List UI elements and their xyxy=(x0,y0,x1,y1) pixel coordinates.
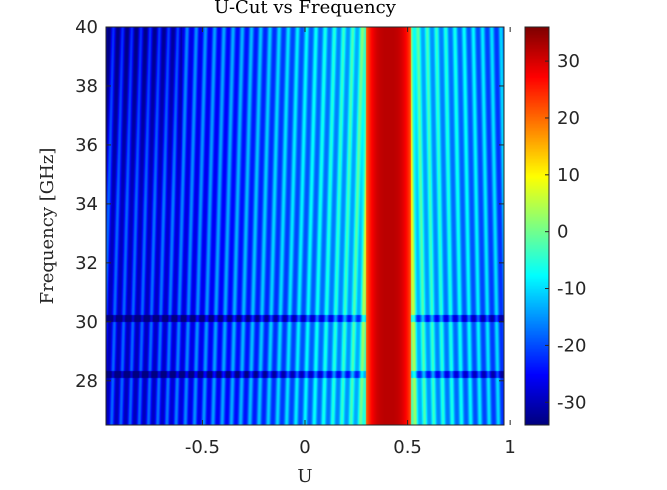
y-tick-label: 30 xyxy=(75,312,98,333)
x-tick-label: 0.5 xyxy=(393,437,422,458)
colorbar-tick-label: 20 xyxy=(557,108,580,129)
y-tick-label: 36 xyxy=(75,135,98,156)
x-tick-label: 0 xyxy=(299,437,310,458)
colorbar-tick-label: -20 xyxy=(557,335,586,356)
heatmap-image xyxy=(106,27,504,425)
y-tick-label: 28 xyxy=(75,371,98,392)
y-tick-label: 38 xyxy=(75,76,98,97)
colorbar-axis: -30 -20 -10 0 10 20 30 xyxy=(545,51,586,413)
y-axis: 28 30 32 34 36 38 40 xyxy=(75,17,504,392)
colorbar-gradient xyxy=(525,27,549,425)
colorbar-tick-label: -30 xyxy=(557,392,586,413)
colorbar-tick-label: 30 xyxy=(557,51,580,72)
colorbar-frame xyxy=(524,26,550,426)
x-tick-label: -0.5 xyxy=(185,437,220,458)
y-axis-label: Frequency [GHz] xyxy=(37,148,58,305)
y-tick-label: 32 xyxy=(75,253,98,274)
colorbar-tick-label: 10 xyxy=(557,165,580,186)
plot-area: -0.5 0 0.5 1 28 30 32 34 36 38 40 xyxy=(75,17,516,458)
colorbar: -30 -20 -10 0 10 20 30 xyxy=(524,26,586,426)
chart-title: U-Cut vs Frequency xyxy=(214,0,397,18)
x-axis-label: U xyxy=(297,466,312,487)
y-tick-label: 40 xyxy=(75,17,98,38)
x-tick-label: 1 xyxy=(504,437,515,458)
x-axis: -0.5 0 0.5 1 xyxy=(185,27,516,458)
colorbar-tick-label: -10 xyxy=(557,279,586,300)
y-tick-label: 34 xyxy=(75,194,98,215)
colorbar-tick-label: 0 xyxy=(557,222,568,243)
